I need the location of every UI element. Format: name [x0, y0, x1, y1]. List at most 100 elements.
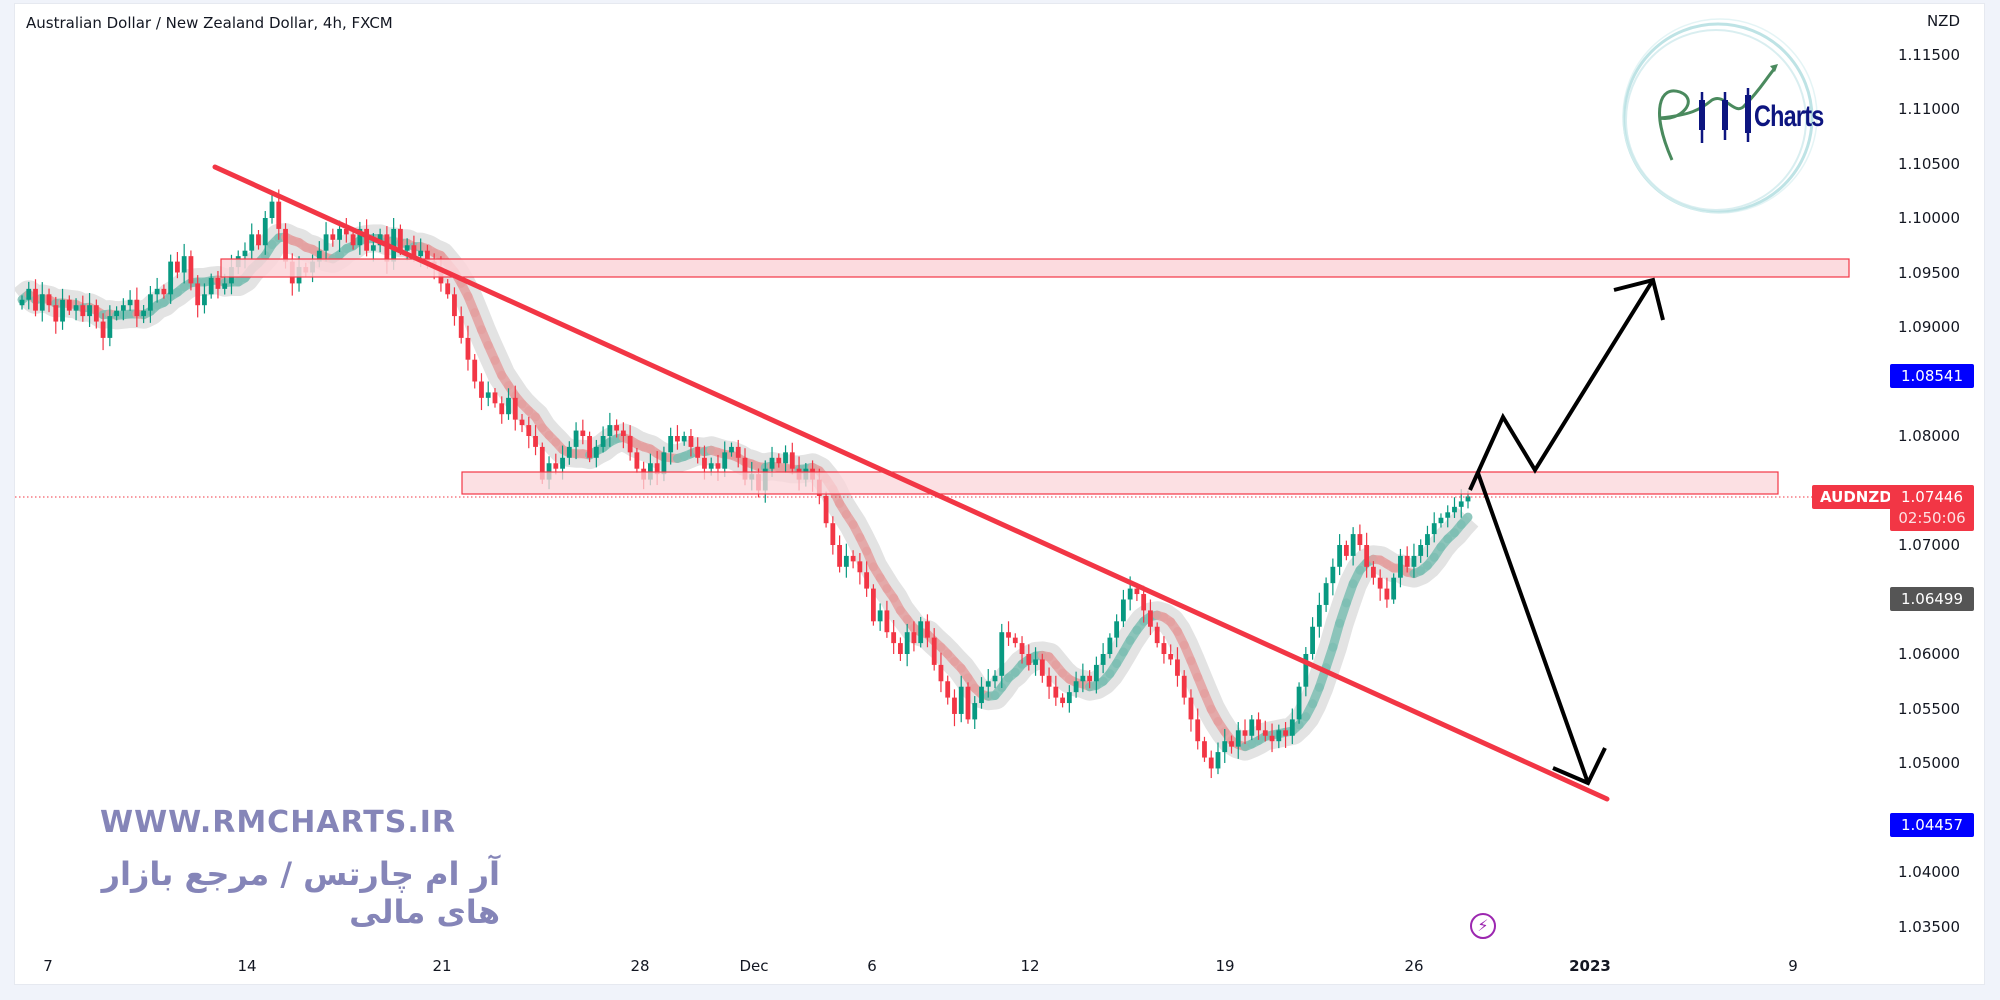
candle: [262, 211, 268, 255]
candle: [1181, 670, 1187, 705]
candle: [830, 516, 836, 555]
candle: [1235, 722, 1241, 759]
candle: [1222, 728, 1228, 763]
candle: [1073, 671, 1079, 698]
candle: [472, 354, 478, 389]
candle: [323, 222, 329, 262]
price-tick: 1.10000: [1897, 209, 1960, 227]
candle: [1411, 543, 1417, 578]
candle: [1350, 527, 1356, 566]
price-tick: 1.11500: [1897, 46, 1960, 64]
descending-trendline[interactable]: [212, 164, 1610, 802]
candle: [938, 652, 944, 693]
candle: [553, 453, 559, 475]
resistance-zone-lower[interactable]: [461, 471, 1779, 495]
candle: [607, 412, 613, 447]
candle: [1418, 539, 1424, 563]
time-tick: 9: [1788, 957, 1798, 975]
candle: [46, 288, 52, 313]
candle: [789, 442, 795, 475]
candle: [1100, 643, 1106, 674]
candle: [161, 284, 167, 299]
time-tick: 6: [867, 957, 877, 975]
candle: [114, 306, 119, 321]
candle: [175, 252, 180, 279]
candle: [73, 298, 79, 321]
candle: [357, 221, 363, 255]
price-tick: 1.06000: [1897, 645, 1960, 663]
price-tick: 1.04000: [1897, 863, 1960, 881]
candle: [729, 442, 734, 457]
candle: [681, 431, 687, 446]
candle: [168, 254, 174, 304]
candle: [1229, 735, 1234, 754]
bearish-projection-arrow[interactable]: [1476, 472, 1607, 786]
candle: [60, 288, 65, 330]
candle: [1256, 712, 1261, 740]
candle: [208, 273, 214, 299]
candle: [526, 416, 532, 449]
candle: [857, 553, 863, 585]
candle: [1377, 569, 1383, 601]
candle: [1087, 670, 1093, 689]
candle: [53, 296, 59, 334]
time-tick: 19: [1215, 957, 1235, 975]
candle: [127, 290, 133, 311]
candle: [634, 447, 640, 474]
candle: [1330, 558, 1336, 596]
candle: [1371, 561, 1376, 585]
candle: [593, 439, 599, 468]
candle: [350, 229, 356, 250]
candle: [580, 419, 586, 445]
candle: [465, 325, 471, 371]
candle: [1107, 633, 1113, 659]
candle: [688, 429, 694, 457]
candle: [249, 223, 255, 259]
candle: [1053, 675, 1059, 706]
price-tick: 1.08000: [1897, 427, 1960, 445]
candle: [26, 281, 32, 310]
candle: [107, 305, 113, 347]
candle: [1343, 540, 1349, 561]
candle: [134, 287, 140, 327]
time-tick: 28: [630, 957, 650, 975]
bullish-projection-arrow[interactable]: [1468, 277, 1665, 491]
candle: [1391, 573, 1397, 604]
time-tick: 14: [237, 957, 257, 975]
candle: [1066, 685, 1072, 713]
candle: [972, 696, 978, 729]
candle: [66, 295, 72, 316]
candle: [87, 292, 92, 327]
candle: [1316, 592, 1322, 638]
candle: [620, 422, 626, 449]
candle: [1438, 513, 1444, 528]
candle: [452, 287, 457, 326]
price-axis-currency: NZD: [1926, 12, 1960, 30]
candle: [1080, 663, 1086, 693]
candle: [695, 437, 701, 464]
candle: [931, 628, 937, 671]
candle: [1357, 524, 1363, 551]
resistance-zone-upper[interactable]: [220, 258, 1850, 278]
candle: [519, 413, 525, 433]
prev-close-badge: 1.06499: [1890, 587, 1974, 611]
candle: [1046, 667, 1052, 699]
candle: [39, 282, 45, 322]
candle: [1154, 622, 1160, 648]
candle: [1039, 653, 1045, 683]
candle: [566, 441, 572, 465]
price-tick: 1.09000: [1897, 318, 1960, 336]
candle: [154, 277, 160, 303]
low-price-badge: 1.04457: [1890, 813, 1974, 837]
candle: [600, 426, 606, 453]
candle: [675, 425, 680, 450]
lightning-icon[interactable]: ⚡: [1470, 913, 1496, 939]
candle: [1012, 633, 1018, 648]
candle: [1262, 720, 1268, 742]
watermark-tagline: آر ام چارتس / مرجع بازار های مالی: [101, 855, 500, 931]
candle: [499, 396, 505, 424]
candle: [945, 675, 951, 705]
candle: [1425, 525, 1430, 558]
candle: [1202, 736, 1207, 762]
